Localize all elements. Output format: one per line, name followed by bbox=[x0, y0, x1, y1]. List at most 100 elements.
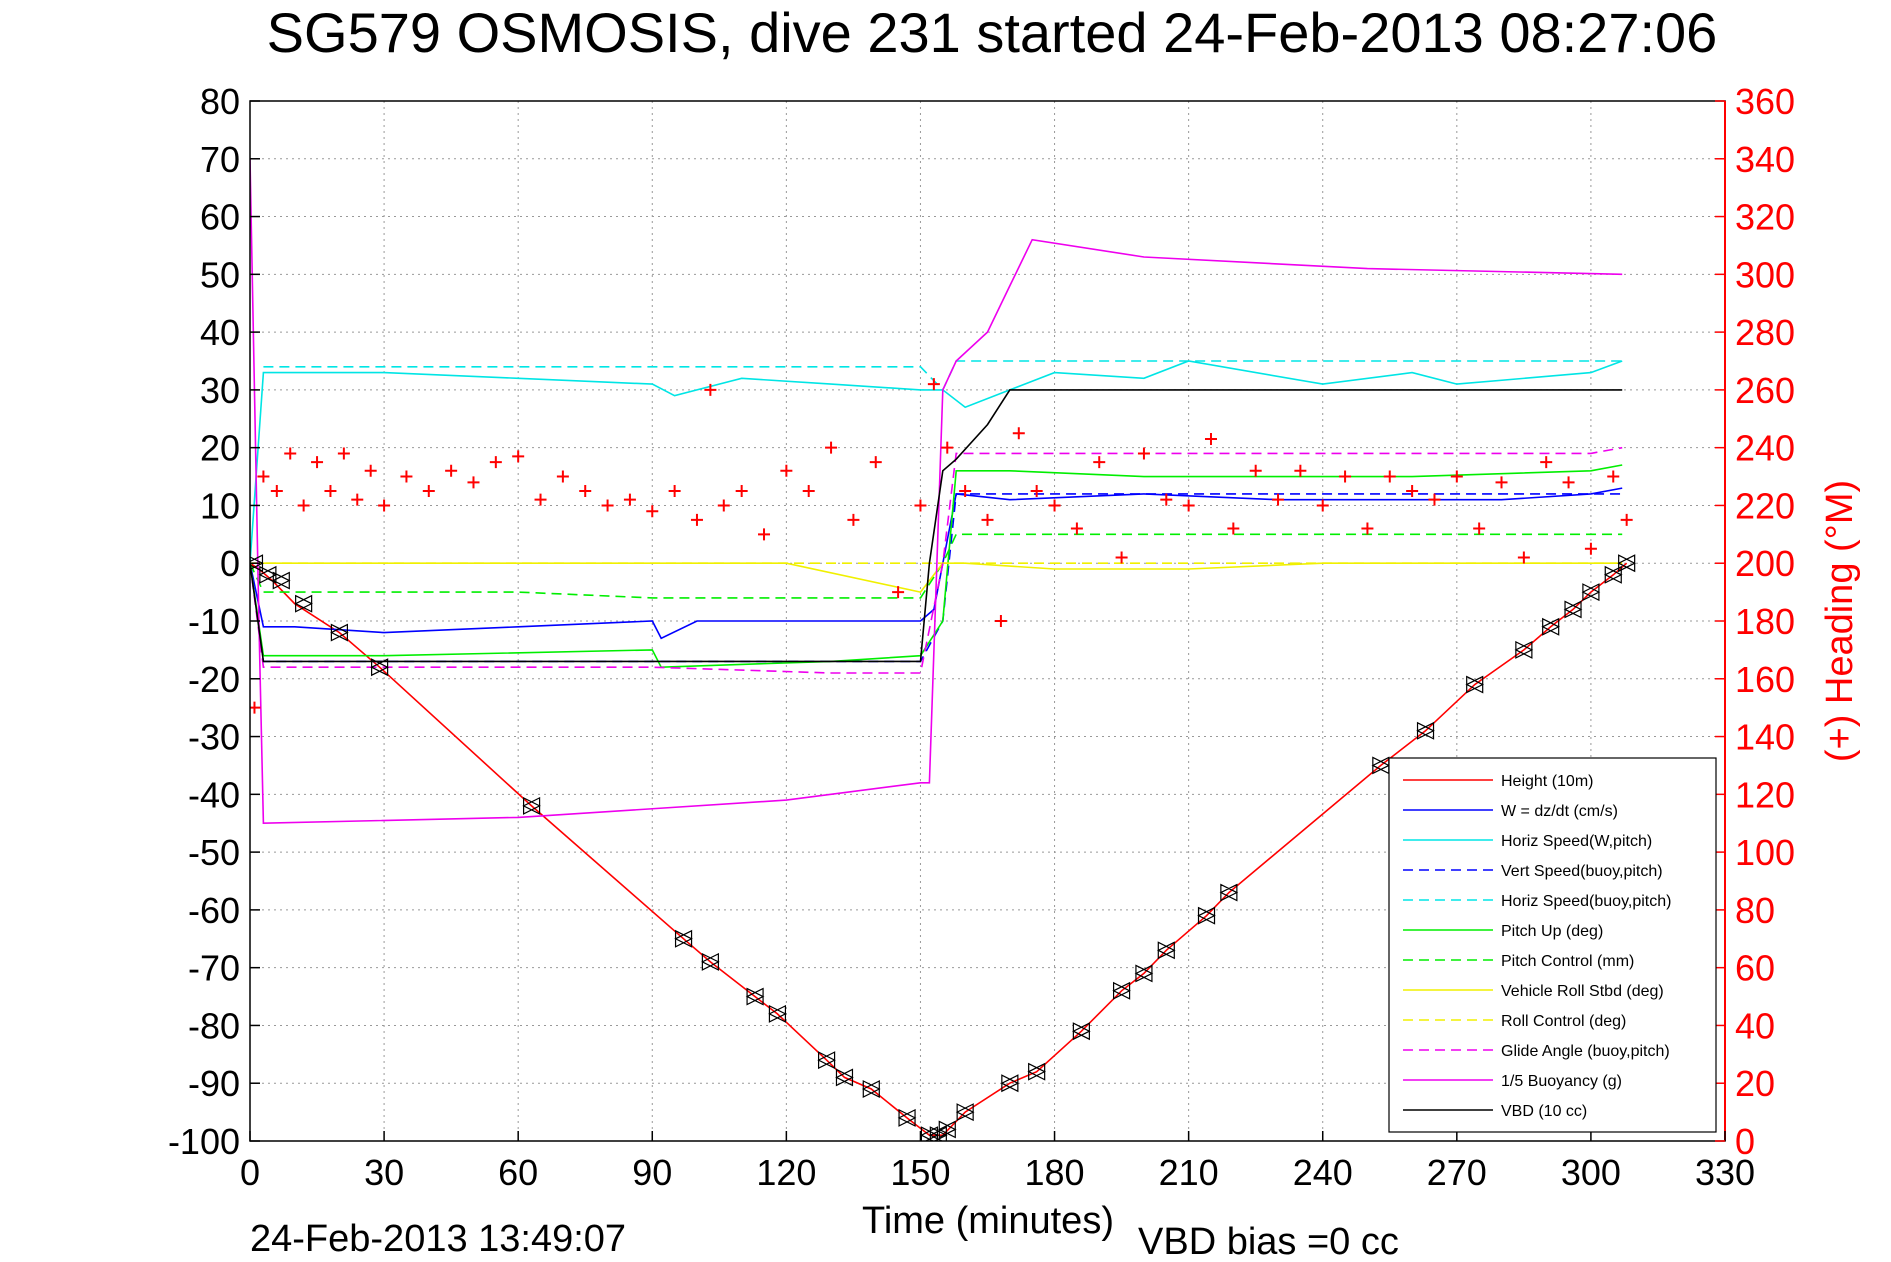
heading-point bbox=[1048, 499, 1061, 512]
heading-point bbox=[489, 456, 502, 469]
y-tick-label: -10 bbox=[188, 601, 240, 642]
legend: Height (10m) W = dz/dt (cm/s) Horiz Speed(… bbox=[1388, 757, 1717, 1133]
y-tick-label: 20 bbox=[200, 428, 240, 469]
y-tick-label: 70 bbox=[200, 139, 240, 180]
heading-point bbox=[704, 383, 717, 396]
y-tick-label: 60 bbox=[200, 197, 240, 238]
legend-label: Horiz Speed(W,pitch) bbox=[1501, 833, 1652, 850]
sample-marker bbox=[1027, 1062, 1047, 1081]
sample-marker bbox=[522, 796, 541, 815]
heading-point bbox=[758, 528, 771, 541]
sample-marker bbox=[1000, 1074, 1020, 1093]
heading-point bbox=[1361, 522, 1374, 535]
y2-axis-ticks: 3603403203002802602402202001801601401201… bbox=[1715, 81, 1795, 1162]
y-tick-label: 50 bbox=[200, 254, 240, 295]
heading-point bbox=[1406, 485, 1419, 497]
sample-marker bbox=[1416, 721, 1435, 740]
heading-point bbox=[690, 513, 703, 526]
heading-point bbox=[1584, 542, 1597, 555]
heading-point bbox=[378, 499, 391, 512]
heading-point bbox=[914, 499, 927, 512]
sample-marker bbox=[330, 623, 349, 642]
heading-point bbox=[1383, 470, 1396, 483]
y2-tick-label: 340 bbox=[1735, 139, 1795, 180]
heading-point bbox=[1070, 522, 1083, 535]
heading-point bbox=[1339, 470, 1352, 483]
heading-point bbox=[297, 499, 310, 512]
y2-tick-label: 160 bbox=[1735, 659, 1795, 700]
y2-tick-label: 240 bbox=[1735, 428, 1795, 469]
x-tick-label: 150 bbox=[890, 1152, 950, 1193]
sample-marker bbox=[861, 1080, 881, 1098]
x-axis-ticks: 0 30 60 90 120 150 180 210 240 270 300 330 bbox=[240, 1131, 1755, 1193]
sample-marker bbox=[250, 554, 264, 573]
series-line-pitch-control-mm- bbox=[250, 533, 1623, 599]
heading-point bbox=[959, 485, 972, 497]
heading-point bbox=[601, 499, 614, 512]
y-tick-label: 10 bbox=[200, 485, 240, 526]
sample-marker bbox=[1581, 583, 1601, 602]
y2-tick-label: 180 bbox=[1735, 601, 1795, 642]
sample-marker bbox=[1514, 640, 1534, 659]
sample-marker bbox=[937, 1120, 957, 1139]
legend-label: Glide Angle (buoy,pitch) bbox=[1501, 1043, 1670, 1060]
heading-point bbox=[311, 456, 324, 469]
y-tick-label: -90 bbox=[188, 1063, 240, 1104]
heading-point bbox=[927, 378, 940, 391]
y-tick-label: -60 bbox=[188, 890, 240, 931]
heading-point bbox=[869, 456, 882, 469]
series-line-w-dz-dt-cm-s- bbox=[250, 487, 1623, 640]
y-tick-label: 30 bbox=[200, 370, 240, 411]
heading-point bbox=[717, 499, 730, 512]
heading-point bbox=[825, 441, 838, 454]
heading-point bbox=[1137, 447, 1150, 460]
x-tick-label: 90 bbox=[632, 1152, 672, 1193]
heading-point bbox=[1249, 464, 1262, 477]
heading-point bbox=[802, 485, 815, 497]
y-tick-label: -100 bbox=[168, 1121, 240, 1162]
x-tick-label: 240 bbox=[1293, 1152, 1353, 1193]
y2-tick-label: 220 bbox=[1735, 485, 1795, 526]
heading-point bbox=[1620, 513, 1633, 526]
sample-marker bbox=[955, 1103, 975, 1122]
legend-label: 1/5 Buoyancy (g) bbox=[1501, 1073, 1622, 1090]
x-tick-label: 120 bbox=[756, 1152, 816, 1193]
legend-label: Vert Speed(buoy,pitch) bbox=[1501, 863, 1663, 880]
heading-points bbox=[250, 378, 1633, 714]
heading-point bbox=[941, 441, 954, 454]
y2-tick-label: 20 bbox=[1735, 1063, 1775, 1104]
sample-marker bbox=[1112, 981, 1131, 1000]
x-axis-label: Time (minutes) bbox=[862, 1200, 1114, 1242]
heading-point bbox=[467, 476, 480, 489]
sample-marker bbox=[897, 1108, 917, 1127]
heading-point bbox=[1540, 456, 1553, 469]
sample-marker bbox=[1072, 1022, 1091, 1041]
heading-point bbox=[556, 470, 569, 483]
sample-marker bbox=[1603, 565, 1623, 584]
x-tick-label: 180 bbox=[1025, 1152, 1085, 1193]
y2-axis-label: (+) Heading (°M) bbox=[1819, 480, 1861, 762]
heading-point bbox=[1030, 485, 1043, 497]
sample-marker bbox=[1563, 600, 1583, 619]
heading-point bbox=[623, 493, 636, 506]
heading-point bbox=[534, 493, 547, 506]
sample-marker bbox=[1219, 883, 1239, 902]
y2-tick-label: 320 bbox=[1735, 197, 1795, 238]
y-tick-label: -30 bbox=[188, 717, 240, 758]
heading-point bbox=[1093, 456, 1106, 469]
heading-point bbox=[1450, 470, 1463, 483]
y2-tick-label: 0 bbox=[1735, 1121, 1755, 1162]
heading-point bbox=[994, 615, 1007, 627]
heading-point bbox=[892, 586, 905, 599]
y-tick-label: -50 bbox=[188, 832, 240, 873]
sample-marker bbox=[1541, 617, 1561, 636]
x-tick-label: 0 bbox=[240, 1152, 260, 1193]
series-lines bbox=[250, 158, 1628, 1136]
legend-label: Vehicle Roll Stbd (deg) bbox=[1501, 983, 1664, 1000]
sample-marker bbox=[294, 594, 313, 613]
heading-point bbox=[668, 485, 681, 497]
series-line-height-10m- bbox=[250, 562, 1628, 1136]
sample-marker bbox=[1134, 964, 1154, 983]
heading-point bbox=[1182, 499, 1195, 512]
heading-point bbox=[445, 464, 458, 477]
